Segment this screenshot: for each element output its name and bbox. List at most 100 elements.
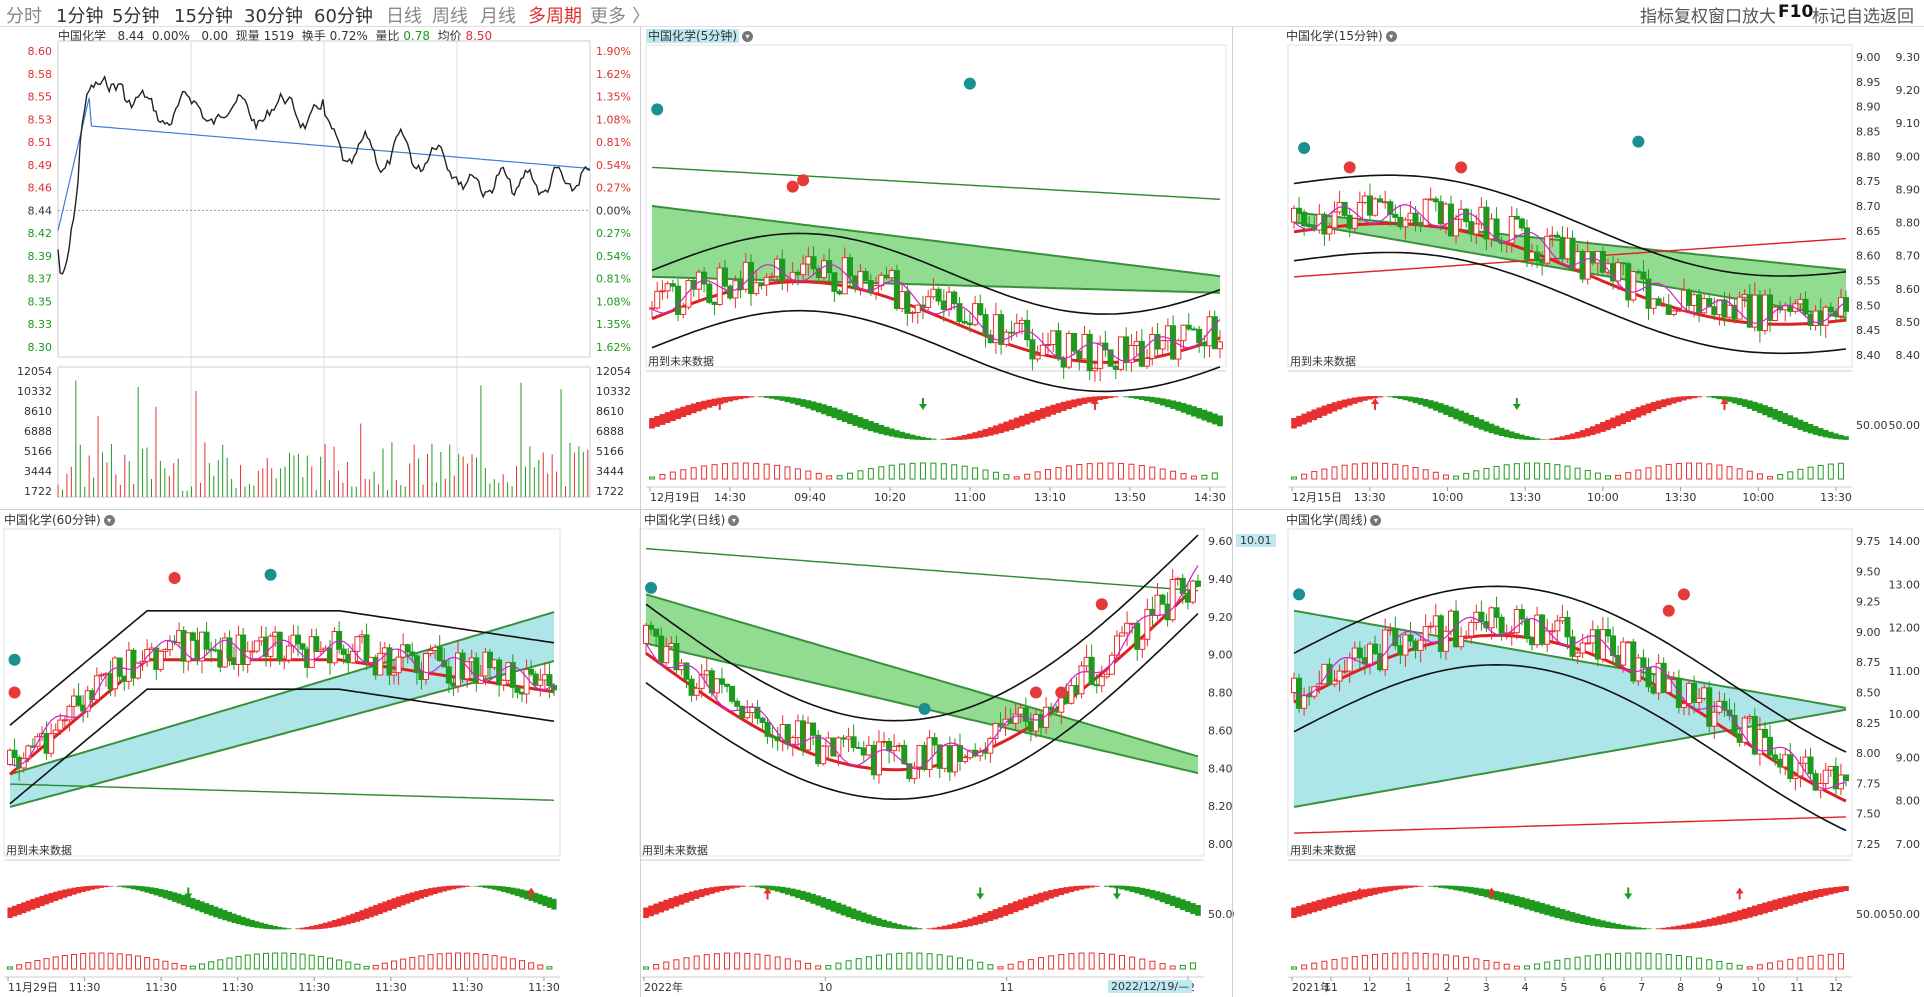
macd-bar — [546, 966, 553, 970]
avg-value: 8.50 — [465, 29, 493, 43]
candle-body — [1382, 629, 1389, 671]
candle-body — [888, 270, 895, 279]
macd-bar — [825, 965, 832, 970]
candle-body — [1412, 212, 1419, 224]
candle-body — [1195, 580, 1201, 587]
panel-15min[interactable]: 中国化学(15分钟) ▾ 9.00 8.95 8.90 8.85 8.80 8.75 8.70… — [1284, 27, 1924, 507]
tab-5min[interactable]: 5分钟 — [112, 6, 160, 27]
tab-monthly[interactable]: 月线 — [480, 6, 516, 27]
tab-daily[interactable]: 日线 — [386, 6, 422, 27]
macd-bar — [794, 960, 801, 970]
tab-15min[interactable]: 15分钟 — [174, 6, 233, 27]
volume-tick-label: 3444 — [596, 465, 624, 478]
more-arrow-icon[interactable]: 〉 — [632, 6, 650, 27]
up-arrow-icon — [1735, 887, 1744, 900]
candle-body — [891, 745, 898, 752]
x-axis-label: 11:30 — [528, 981, 560, 994]
candle-body — [1675, 309, 1682, 312]
macd-bar — [1665, 954, 1672, 970]
dropdown-icon[interactable]: ▾ — [103, 515, 115, 526]
macd-bar — [1402, 465, 1409, 480]
vol-label: 现量 — [235, 29, 260, 43]
outer-sub-tick-label: 50.00 — [1889, 908, 1921, 921]
macd-bar — [1726, 962, 1733, 970]
candle-body — [926, 737, 933, 771]
price-tick-label: 8.70 — [1856, 200, 1881, 213]
macd-bar — [1767, 962, 1774, 970]
panel-60min[interactable]: 中国化学(60分钟) ▾ 用到未来数据 11月29日 11:30 11:30 11:30 1… — [0, 511, 590, 997]
macd-bar — [89, 952, 96, 970]
macd-bar — [528, 962, 535, 970]
x-axis-label: 8 — [1677, 981, 1684, 994]
x-axis-label: 14:30 — [714, 491, 746, 504]
macd-bar — [857, 470, 864, 480]
x-axis-label: 11 — [1324, 981, 1338, 994]
candle-body — [1579, 251, 1586, 280]
btn-indicator[interactable]: 指标 — [1640, 7, 1674, 27]
tab-60min[interactable]: 60分钟 — [314, 6, 373, 27]
macd-bar — [1756, 473, 1763, 480]
candle-body — [649, 307, 655, 310]
panel-5min[interactable]: 中国化学(5分钟) ▾ 用到未来数据 12月19日 14:30 09:40 10:20 11… — [642, 27, 1232, 507]
candle-body — [98, 674, 105, 677]
macd-bar — [1574, 956, 1581, 970]
dropdown-icon[interactable]: ▾ — [728, 515, 740, 526]
macd-bar — [930, 462, 937, 480]
candle-body — [1013, 322, 1020, 334]
candle-body — [1029, 339, 1036, 360]
x-axis-label: 5 — [1561, 981, 1568, 994]
macd-bar — [1523, 965, 1530, 970]
macd-bar — [1635, 469, 1642, 480]
tab-intraday[interactable]: 分时 — [6, 6, 42, 27]
pct-tick-label: 0.54% — [596, 159, 631, 172]
macd-bar — [7, 966, 13, 970]
candle-body — [1076, 350, 1083, 360]
macd-bar — [936, 954, 943, 970]
sell-signal-icon — [8, 686, 21, 699]
candle-body — [1159, 594, 1166, 605]
dropdown-icon[interactable]: ▾ — [1370, 515, 1382, 526]
tab-multi-period[interactable]: 多周期 — [528, 6, 582, 27]
candle-body — [1038, 714, 1045, 728]
candle-body — [1068, 685, 1075, 704]
btn-adjust[interactable]: 复权 — [1674, 7, 1708, 27]
future-data-note: 用到未来数据 — [1290, 354, 1356, 368]
tab-1min[interactable]: 1分钟 — [56, 6, 104, 27]
candle-body — [1579, 642, 1586, 654]
x-axis-label: 11:30 — [145, 981, 177, 994]
panel-daily[interactable]: 中国化学(日线) ▾ 9.60 9.40 9.20 9.00 8.80 8.60 8.40 8.… — [594, 511, 1234, 997]
btn-watchlist[interactable]: 自选 — [1846, 7, 1880, 27]
bollinger-upper-line — [1293, 174, 1847, 277]
candle-body — [313, 636, 320, 652]
btn-f10[interactable]: F10 — [1778, 2, 1814, 22]
macd-bar — [1473, 958, 1480, 970]
up-arrow-icon — [715, 398, 724, 410]
tab-more[interactable]: 更多 — [590, 6, 626, 27]
tab-weekly[interactable]: 周线 — [432, 6, 468, 27]
dropdown-icon[interactable]: ▾ — [742, 31, 753, 42]
dropdown-icon[interactable]: ▾ — [1385, 31, 1397, 42]
macd-bar — [1554, 959, 1561, 970]
candle-body — [881, 740, 888, 743]
volume-tick-label: 5166 — [596, 445, 624, 458]
btn-mark[interactable]: 标记 — [1812, 7, 1846, 27]
btn-back[interactable]: 返回 — [1880, 7, 1914, 27]
macd-bar — [1372, 953, 1379, 970]
macd-bar — [1513, 965, 1520, 970]
intraday-panel[interactable]: 中国化学 8.44 0.00% 0.00 现量 1519 换手 0.72% 量比… — [0, 27, 640, 507]
btn-window[interactable]: 窗口 — [1708, 7, 1742, 27]
tab-30min[interactable]: 30分钟 — [244, 6, 303, 27]
x-axis-label: 11:30 — [452, 981, 484, 994]
macd-bar — [1655, 465, 1662, 480]
candle-body — [1442, 203, 1449, 225]
macd-bar — [1422, 952, 1429, 970]
btn-zoom[interactable]: 放大 — [1742, 7, 1776, 27]
macd-bar — [1341, 464, 1348, 480]
outer-price-tick-label: 8.60 — [1896, 283, 1921, 296]
ma-magenta-line — [1293, 203, 1847, 324]
panel-weekly[interactable]: 中国化学(周线) ▾ 9.75 9.50 9.25 9.00 8.75 8.50 8.25 8.… — [1284, 511, 1924, 997]
candle-body — [1827, 765, 1834, 771]
macd-bar — [1402, 952, 1409, 970]
macd-bar — [208, 961, 215, 970]
macd-bar — [491, 955, 498, 970]
